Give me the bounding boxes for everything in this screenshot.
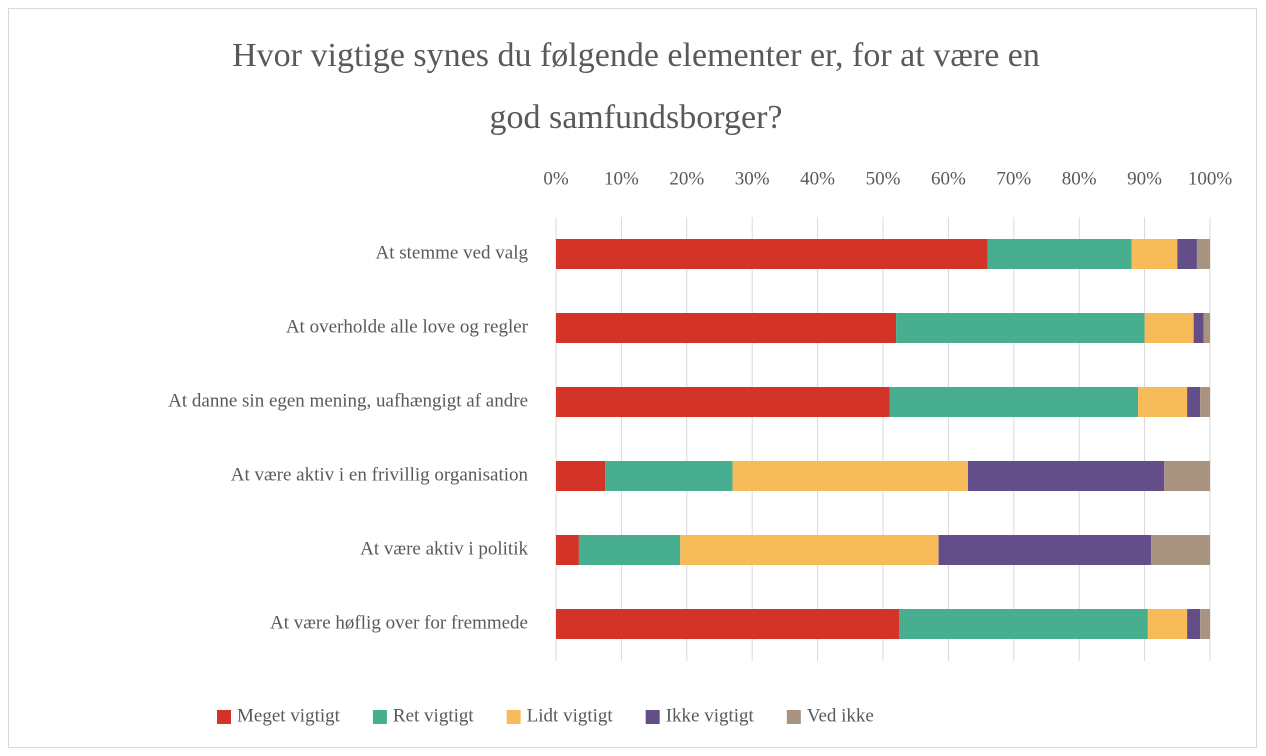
bar-segment	[556, 609, 900, 639]
x-tick-label: 100%	[1188, 168, 1233, 189]
bar-segment	[889, 387, 1139, 417]
legend-label: Ikke vigtigt	[666, 705, 755, 726]
bar-segment	[556, 239, 988, 269]
x-tick-label: 70%	[996, 168, 1031, 189]
bar-segment	[1187, 387, 1201, 417]
legend-swatch	[372, 710, 387, 724]
bar-segment	[556, 313, 897, 343]
bar-segment	[556, 387, 890, 417]
y-tick-label: At stemme ved valg	[376, 242, 529, 263]
bar-segment	[556, 535, 579, 565]
bar-segment	[1138, 387, 1188, 417]
chart-title: Hvor vigtige synes du følgende elementer…	[232, 37, 1040, 74]
x-tick-label: 60%	[931, 168, 966, 189]
bar-segment	[556, 461, 606, 491]
bar-segment	[578, 535, 681, 565]
x-tick-label: 50%	[866, 168, 901, 189]
bar-segment	[1147, 609, 1188, 639]
x-tick-label: 20%	[669, 168, 704, 189]
bar-segment	[1203, 313, 1210, 343]
bar-segment	[1144, 313, 1194, 343]
bar-segment	[1193, 313, 1204, 343]
bar-segment	[1177, 239, 1197, 269]
y-tick-label: At være aktiv i politik	[360, 538, 528, 559]
bar-segment	[987, 239, 1132, 269]
y-tick-label: At danne sin egen mening, uafhængigt af …	[168, 390, 528, 411]
bar-segment	[1131, 239, 1178, 269]
x-tick-label: 40%	[800, 168, 835, 189]
legend-label: Ved ikke	[807, 705, 874, 726]
legend-label: Ret vigtigt	[393, 705, 474, 726]
bar-segment	[1187, 609, 1201, 639]
chart-title: god samfundsborger?	[489, 99, 782, 136]
x-tick-label: 90%	[1127, 168, 1162, 189]
x-tick-label: 10%	[604, 168, 639, 189]
legend-swatch	[217, 710, 231, 724]
bar-segment	[1196, 239, 1210, 269]
bar-segment	[896, 313, 1145, 343]
x-tick-label: 30%	[735, 168, 770, 189]
legend-swatch	[506, 710, 521, 724]
legend-swatch	[786, 710, 801, 724]
bar-segment	[1200, 387, 1210, 417]
bar-segment	[732, 461, 969, 491]
bar-segment	[680, 535, 939, 565]
bar-segment	[899, 609, 1148, 639]
bar-segment	[1164, 461, 1210, 491]
y-tick-label: At overholde alle love og regler	[286, 316, 529, 337]
y-tick-label: At være høflig over for fremmede	[270, 612, 528, 633]
bar-segment	[605, 461, 733, 491]
bar-segment	[1151, 535, 1210, 565]
y-tick-label: At være aktiv i en frivillig organisatio…	[231, 464, 529, 485]
bar-segment	[1200, 609, 1210, 639]
legend-swatch	[645, 710, 660, 724]
legend-label: Meget vigtigt	[237, 705, 341, 726]
x-tick-label: 0%	[543, 168, 569, 189]
bar-segment	[968, 461, 1165, 491]
legend-label: Lidt vigtigt	[527, 705, 614, 726]
x-tick-label: 80%	[1062, 168, 1097, 189]
bar-segment	[938, 535, 1152, 565]
